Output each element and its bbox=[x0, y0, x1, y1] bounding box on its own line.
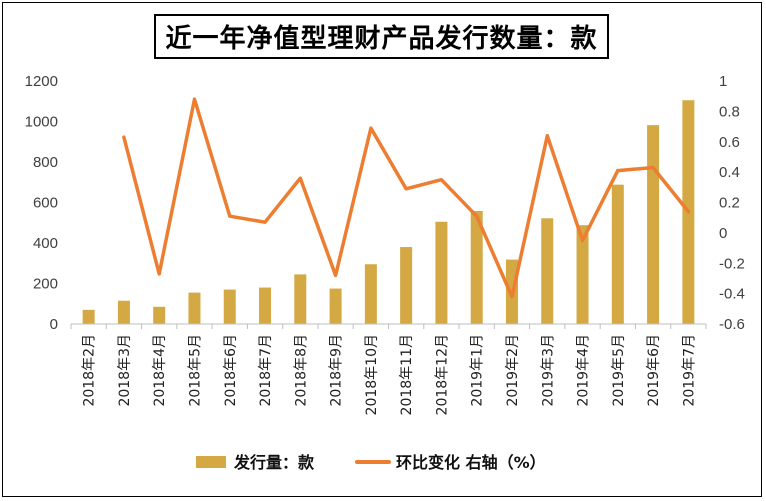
axes bbox=[70, 323, 707, 329]
bar bbox=[329, 288, 342, 324]
bar bbox=[470, 211, 483, 324]
x-tick-label: 2018年10月 bbox=[364, 334, 380, 415]
bar bbox=[435, 221, 448, 324]
chart-title: 近一年净值型理财产品发行数量：款 bbox=[165, 24, 598, 54]
x-tick-label: 2019年5月 bbox=[611, 334, 627, 407]
x-tick-label: 2018年6月 bbox=[223, 334, 239, 407]
right-y-tick-label: -0.6 bbox=[719, 316, 745, 333]
legend-line-label: 环比变化 右轴（%） bbox=[396, 453, 546, 472]
left-y-tick-label: 1000 bbox=[25, 114, 58, 131]
x-tick-label: 2018年3月 bbox=[117, 334, 133, 407]
legend-bar-label: 发行量：款 bbox=[233, 453, 315, 472]
bar bbox=[576, 225, 589, 324]
x-axis-labels: 2018年2月 2018年3月 2018年4月 2018年5月 2018年6月 2018年… bbox=[82, 334, 698, 415]
right-y-tick-label: 0.2 bbox=[719, 195, 740, 212]
bar bbox=[541, 218, 554, 324]
right-y-axis: -0.6 -0.4 -0.2 0 0.2 0.4 0.6 0.8 1 bbox=[719, 73, 745, 333]
bar bbox=[188, 292, 201, 324]
bar bbox=[400, 247, 413, 324]
x-tick-label: 2018年9月 bbox=[329, 334, 345, 407]
chart-title-box: 近一年净值型理财产品发行数量：款 bbox=[154, 14, 609, 59]
bar bbox=[82, 309, 95, 324]
left-y-axis: 0 200 400 600 800 1000 1200 bbox=[25, 73, 58, 333]
bar bbox=[223, 289, 236, 324]
bar bbox=[117, 300, 130, 324]
x-tick-label: 2018年12月 bbox=[434, 334, 450, 415]
x-tick-label: 2018年11月 bbox=[399, 334, 415, 415]
left-y-tick-label: 0 bbox=[50, 316, 58, 333]
bar bbox=[364, 264, 377, 324]
bar bbox=[294, 274, 307, 324]
x-tick-label: 2018年7月 bbox=[258, 334, 274, 407]
left-y-tick-label: 400 bbox=[33, 235, 58, 252]
left-y-tick-label: 800 bbox=[33, 154, 58, 171]
right-y-tick-label: -0.2 bbox=[719, 255, 745, 272]
left-y-tick-label: 1200 bbox=[25, 73, 58, 90]
bar bbox=[259, 287, 272, 324]
x-tick-label: 2018年8月 bbox=[293, 334, 309, 407]
legend-bar-swatch bbox=[196, 456, 226, 468]
left-y-tick-label: 200 bbox=[33, 276, 58, 293]
legend: 发行量：款 环比变化 右轴（%） bbox=[196, 453, 546, 472]
left-y-tick-label: 600 bbox=[33, 195, 58, 212]
right-y-tick-label: 0.8 bbox=[719, 103, 740, 120]
x-tick-label: 2018年4月 bbox=[152, 334, 168, 407]
right-y-tick-label: 0 bbox=[719, 225, 727, 242]
right-y-tick-label: 0.4 bbox=[719, 164, 740, 181]
x-tick-label: 2018年5月 bbox=[187, 334, 203, 407]
x-tick-label: 2019年6月 bbox=[646, 334, 662, 407]
right-y-tick-label: -0.4 bbox=[719, 286, 745, 303]
x-tick-label: 2019年2月 bbox=[505, 334, 521, 407]
x-tick-label: 2019年3月 bbox=[540, 334, 556, 407]
x-tick-label: 2019年4月 bbox=[576, 334, 592, 407]
bar-series bbox=[82, 100, 695, 325]
x-tick-label: 2018年2月 bbox=[82, 334, 98, 407]
bar bbox=[647, 125, 660, 325]
x-tick-label: 2019年7月 bbox=[681, 334, 697, 407]
line-series bbox=[122, 97, 691, 299]
right-y-tick-label: 0.6 bbox=[719, 134, 740, 151]
x-tick-label: 2019年1月 bbox=[470, 334, 486, 407]
bar bbox=[153, 306, 166, 324]
line-path bbox=[122, 97, 691, 299]
bar bbox=[611, 184, 624, 324]
right-y-tick-label: 1 bbox=[719, 73, 727, 90]
